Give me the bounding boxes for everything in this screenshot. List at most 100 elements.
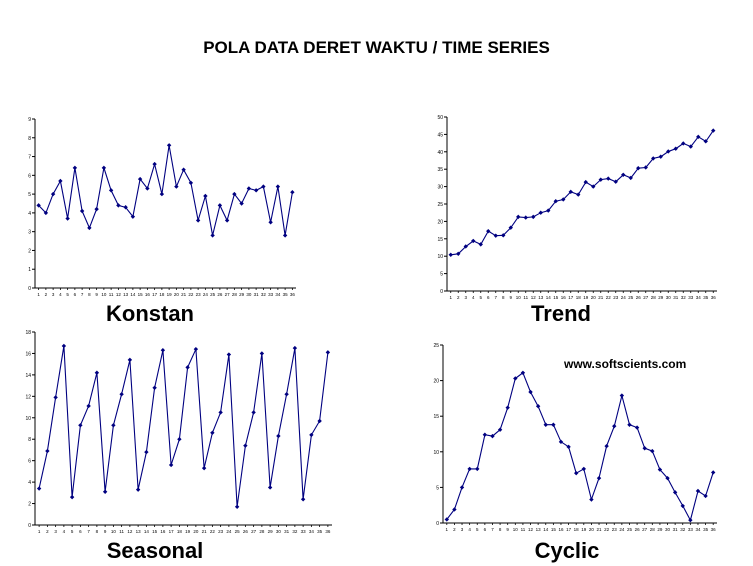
konstan-data-point [159,191,165,197]
trend-data-point [696,134,701,140]
panel-label-konstan: Konstan [106,301,194,326]
konstan-x-tick-label: 19 [167,292,173,297]
konstan-x-tick-label: 22 [188,292,194,297]
seasonal-x-tick-label: 2 [46,529,49,534]
trend-data-point [628,175,633,181]
cyclic-x-tick-label: 22 [604,527,610,532]
konstan-x-tick-label: 18 [159,292,165,297]
seasonal-x-tick-label: 32 [292,529,298,534]
seasonal-x-tick-label: 18 [177,529,183,534]
seasonal-data-point [94,370,100,375]
konstan-data-point [36,203,41,208]
seasonal-x-tick-label: 31 [284,529,290,534]
seasonal-y-tick-label: 16 [25,351,31,357]
cyclic-x-tick-label: 18 [574,527,580,532]
cyclic-data-point [475,466,480,472]
trend-x-tick-label: 24 [621,295,627,300]
trend-x-tick-label: 27 [643,295,649,300]
trend-data-point [553,199,558,204]
cyclic-x-tick-label: 30 [665,527,671,532]
cyclic-x-tick-label: 24 [619,527,625,532]
trend-data-point [486,228,491,234]
konstan-data-point [224,218,230,223]
trend-x-tick-label: 19 [583,295,589,300]
konstan-x-tick-label: 5 [66,292,69,297]
trend-data-point [598,177,603,182]
konstan-x-tick-label: 1 [37,292,40,297]
konstan-data-point [145,186,150,191]
cyclic-data-point [612,423,617,429]
cyclic-x-tick-label: 15 [551,527,557,532]
trend-x-tick-label: 28 [651,295,657,300]
konstan-x-tick-label: 3 [52,292,55,297]
seasonal-x-tick-label: 27 [251,529,257,534]
seasonal-data-point [152,385,157,390]
trend-data-point [606,176,611,181]
konstan-data-point [58,178,63,184]
konstan-data-point [94,206,99,212]
konstan-data-point [203,193,208,199]
trend-data-point [516,214,521,220]
konstan-x-tick-label: 15 [138,292,144,297]
konstan-x-tick-label: 26 [217,292,223,297]
cyclic-x-tick-label: 10 [513,527,519,532]
seasonal-x-tick-label: 12 [127,529,133,534]
konstan-x-tick-label: 27 [225,292,231,297]
panel-label-trend: Trend [531,301,591,326]
trend-x-tick-label: 15 [553,295,559,300]
trend-x-tick-label: 32 [681,295,687,300]
trend-x-tick-label: 34 [696,295,702,300]
konstan-data-point [210,233,215,238]
cyclic-data-point [558,439,564,445]
panel-label-cyclic: Cyclic [534,538,600,563]
cyclic-data-point [467,466,472,472]
trend-x-tick-label: 3 [464,295,467,300]
konstan-x-tick-label: 20 [174,292,180,297]
seasonal-x-tick-label: 20 [193,529,199,534]
trend-series-line [450,130,714,256]
trend-data-point [651,156,656,161]
seasonal-x-tick-label: 17 [169,529,175,534]
trend-x-tick-label: 4 [472,295,475,300]
konstan-x-tick-label: 14 [130,292,136,297]
trend-y-tick-label: 5 [440,272,443,278]
konstan-x-tick-label: 8 [88,292,91,297]
konstan-data-point [152,161,157,167]
trend-x-tick-label: 20 [591,295,597,300]
cyclic-y-tick-label: 0 [436,521,439,527]
konstan-data-point [261,184,266,189]
trend-x-tick-label: 35 [703,295,709,300]
trend-data-point [591,184,596,189]
cyclic-x-tick-label: 28 [650,527,656,532]
trend-y-tick-label: 50 [437,115,443,121]
cyclic-x-tick-label: 5 [476,527,479,532]
seasonal-y-tick-label: 0 [28,523,31,529]
konstan-y-tick-label: 9 [28,117,31,123]
trend-x-tick-label: 17 [568,295,574,300]
konstan-y-tick-label: 3 [28,230,31,236]
cyclic-data-point [688,517,693,523]
trend-data-point [508,225,513,230]
cyclic-data-point [513,376,518,381]
konstan-y-tick-label: 2 [28,248,31,254]
seasonal-data-point [267,485,273,490]
cyclic-x-tick-label: 31 [673,527,679,532]
cyclic-y-tick-label: 15 [433,414,439,420]
konstan-x-tick-label: 23 [196,292,202,297]
seasonal-data-point [201,465,207,471]
cyclic-x-tick-label: 21 [597,527,603,532]
konstan-data-point [72,165,78,171]
cyclic-x-tick-label: 19 [581,527,587,532]
trend-x-tick-label: 6 [487,295,490,300]
cyclic-data-point [596,475,602,481]
cyclic-data-point [551,422,556,427]
konstan-data-point [87,225,92,231]
konstan-data-point [43,210,49,216]
trend-x-tick-label: 22 [606,295,612,300]
cyclic-data-point [452,507,457,512]
konstan-data-point [253,188,259,193]
trend-data-point [583,179,588,185]
cyclic-data-point [680,503,685,509]
seasonal-x-tick-label: 11 [119,529,124,534]
